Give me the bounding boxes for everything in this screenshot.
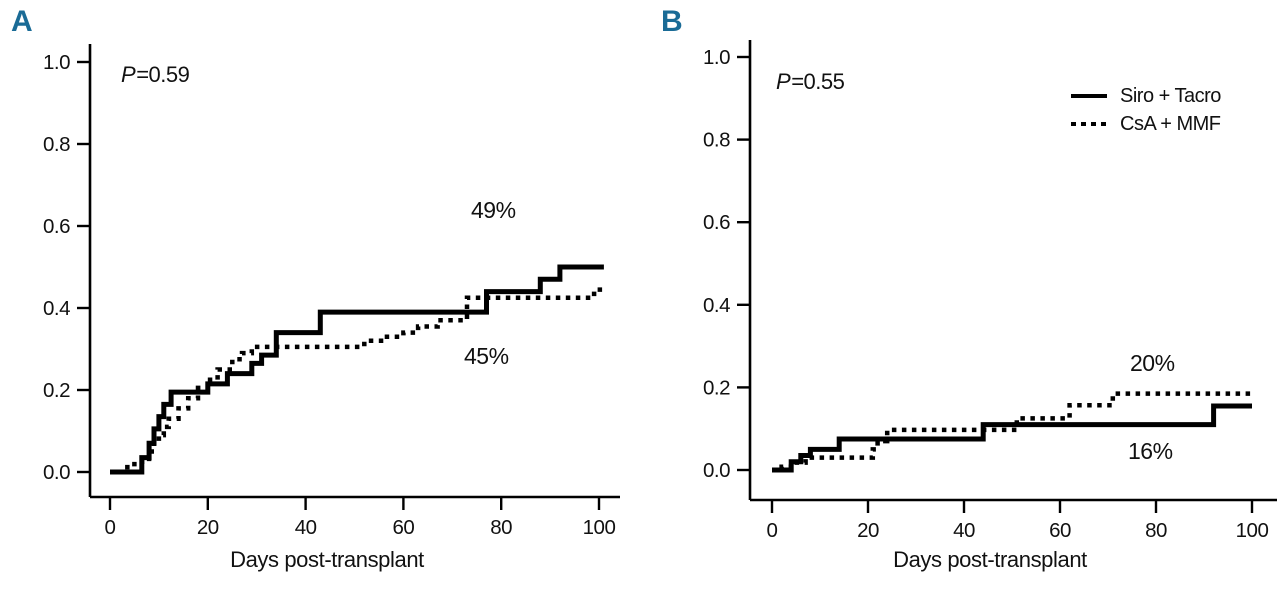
y-tick-label-a-0.6: 0.6	[43, 215, 70, 238]
x-tick-label-a-40: 40	[295, 516, 317, 539]
x-tick-label-a-80: 80	[490, 516, 512, 539]
x-tick-label-b-100: 100	[1236, 519, 1269, 542]
curve-a-siro-tacro	[110, 264, 604, 475]
x-tick-label-b-40: 40	[953, 519, 975, 542]
y-tick-label-a-0.8: 0.8	[43, 133, 70, 156]
x-tick-label-b-80: 80	[1145, 519, 1167, 542]
legend-row-siro-tacro: Siro + Tacro	[1071, 82, 1221, 110]
y-tick-label-b-0.8: 0.8	[703, 129, 730, 152]
x-tick-label-a-60: 60	[392, 516, 414, 539]
y-tick-label-b-0.6: 0.6	[703, 211, 730, 234]
panel-b-p-value: P=0.55	[776, 69, 845, 94]
p-symbol-a: P	[121, 62, 136, 87]
annotation-final-siro-tacro-b: 16%	[1128, 438, 1173, 464]
x-tick-label-a-100: 100	[583, 516, 616, 539]
legend-label-csa-mmf: CsA + MMF	[1120, 112, 1221, 135]
x-tick-label-b-60: 60	[1049, 519, 1071, 542]
legend-row-csa-mmf: CsA + MMF	[1071, 110, 1221, 138]
legend: Siro + Tacro CsA + MMF	[1071, 82, 1221, 138]
panel-b-label: B	[661, 5, 683, 38]
annotation-final-csa-mmf-a: 45%	[464, 343, 509, 369]
x-tick-label-a-0: 0	[105, 516, 116, 539]
panel-a-p-value: P=0.59	[121, 62, 190, 87]
y-tick-label-b-0.0: 0.0	[703, 459, 730, 482]
p-symbol-b: P	[776, 69, 791, 94]
x-tick-label-a-20: 20	[197, 516, 219, 539]
curve-a-csa-mmf	[110, 287, 604, 475]
curve-b-csa-mmf	[772, 391, 1252, 473]
curve-b-siro-tacro	[772, 403, 1252, 473]
axes-a	[88, 44, 620, 499]
y-tick-label-a-0.0: 0.0	[43, 461, 70, 484]
y-tick-label-a-1.0: 1.0	[43, 51, 70, 74]
p-value-b: =0.55	[791, 69, 845, 94]
annotation-final-siro-tacro-a: 49%	[471, 197, 516, 223]
x-axis-title-b: Days post-transplant	[893, 547, 1087, 572]
y-tick-label-a-0.2: 0.2	[43, 379, 70, 402]
y-tick-label-b-0.2: 0.2	[703, 376, 730, 399]
legend-swatch-dotted-line	[1071, 121, 1107, 127]
x-tick-label-b-20: 20	[857, 519, 879, 542]
panel-a-label: A	[11, 5, 33, 38]
y-tick-label-a-0.4: 0.4	[43, 297, 70, 320]
annotation-final-csa-mmf-b: 20%	[1130, 350, 1175, 376]
y-tick-label-b-1.0: 1.0	[703, 46, 730, 69]
y-tick-label-b-0.4: 0.4	[703, 294, 730, 317]
p-value-a: =0.59	[136, 62, 190, 87]
x-tick-label-b-0: 0	[767, 519, 778, 542]
legend-swatch-solid-line	[1071, 94, 1107, 98]
axes-b	[748, 40, 1277, 502]
legend-label-siro-tacro: Siro + Tacro	[1120, 84, 1221, 107]
x-axis-title-a: Days post-transplant	[230, 547, 424, 572]
